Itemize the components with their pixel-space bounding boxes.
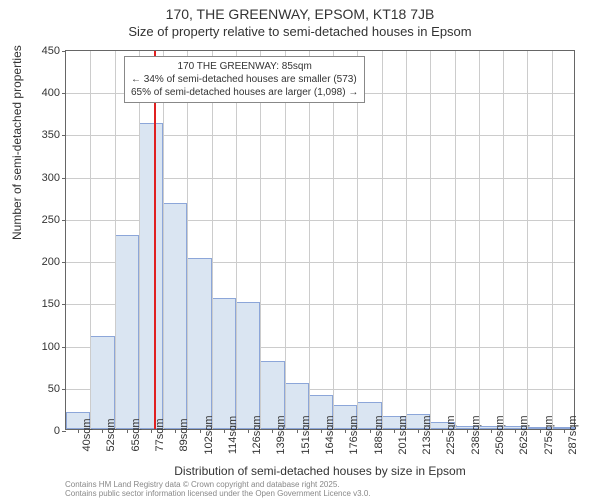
x-tick-label: 250sqm [494, 415, 506, 454]
annotation-line: 170 THE GREENWAY: 85sqm [131, 60, 358, 73]
footer-line-2: Contains public sector information licen… [65, 489, 371, 499]
y-tick-label: 150 [42, 298, 60, 310]
footer-attribution: Contains HM Land Registry data © Crown c… [65, 480, 371, 499]
x-tick-label: 238sqm [470, 415, 482, 454]
histogram-bar [212, 298, 236, 429]
y-tick-label: 100 [42, 341, 60, 353]
footer-line-1: Contains HM Land Registry data © Crown c… [65, 480, 371, 490]
histogram-bar [115, 235, 139, 429]
histogram-bar [90, 336, 114, 429]
plot-area: 05010015020025030035040045040sqm52sqm65s… [65, 50, 575, 430]
x-tick-label: 287sqm [567, 415, 579, 454]
x-tick-label: 275sqm [543, 415, 555, 454]
histogram-bar [139, 123, 163, 429]
y-tick-label: 50 [48, 383, 60, 395]
histogram-bar [163, 203, 187, 429]
histogram-bar [236, 302, 260, 429]
y-tick-label: 450 [42, 45, 60, 57]
chart-plot: 05010015020025030035040045040sqm52sqm65s… [65, 50, 575, 430]
x-tick-label: 262sqm [518, 415, 530, 454]
chart-title-main: 170, THE GREENWAY, EPSOM, KT18 7JB [0, 6, 600, 22]
y-tick-label: 400 [42, 87, 60, 99]
annotation-line: ← 34% of semi-detached houses are smalle… [131, 73, 358, 86]
y-tick-label: 350 [42, 129, 60, 141]
annotation-box: 170 THE GREENWAY: 85sqm← 34% of semi-det… [124, 56, 365, 103]
y-tick-label: 250 [42, 214, 60, 226]
x-tick-label: 225sqm [445, 415, 457, 454]
chart-title-sub: Size of property relative to semi-detach… [0, 24, 600, 39]
highlight-line [154, 51, 156, 429]
y-tick-label: 0 [54, 425, 60, 437]
annotation-line: 65% of semi-detached houses are larger (… [131, 86, 358, 99]
histogram-bar [187, 258, 211, 429]
y-tick-label: 200 [42, 256, 60, 268]
y-tick-label: 300 [42, 172, 60, 184]
x-axis-label: Distribution of semi-detached houses by … [65, 464, 575, 478]
y-axis-label: Number of semi-detached properties [10, 45, 24, 240]
